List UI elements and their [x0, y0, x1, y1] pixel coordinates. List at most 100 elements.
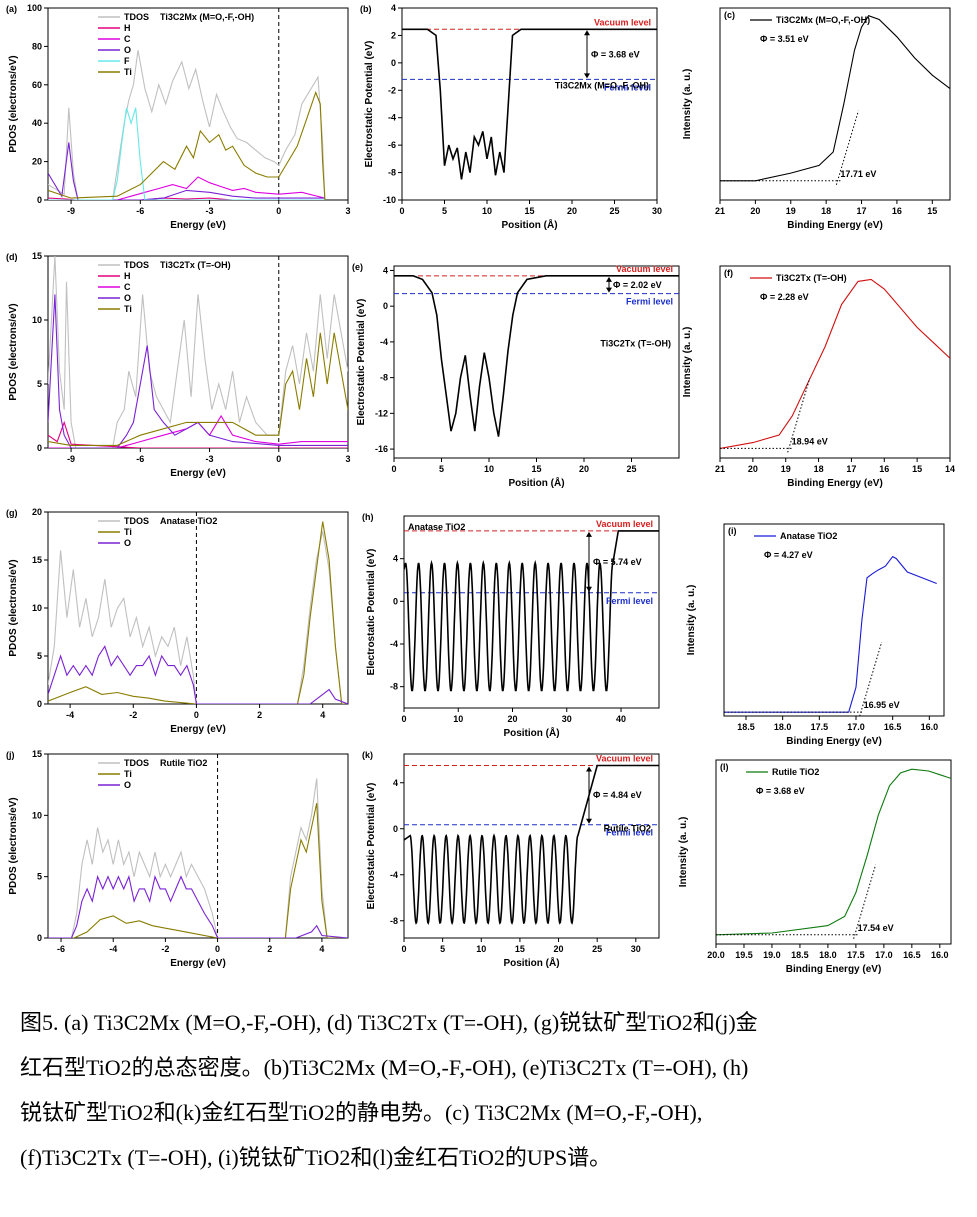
- potential-curve: [394, 275, 679, 437]
- chart-panel-g: (g) -4 -2 0 2 4 0 5 10 15 20 Energy (eV) PDOS (elect…: [4, 507, 354, 738]
- series-line-tdos: [48, 778, 348, 938]
- y-tick-label: 2: [391, 30, 396, 40]
- plot-area: [402, 28, 657, 180]
- arrow-head-up: [586, 531, 592, 537]
- y-axis-title: PDOS (electrons/eV): [8, 559, 19, 656]
- x-tick-label: 20: [750, 206, 760, 216]
- legend-label: O: [124, 538, 131, 548]
- y-tick-label: 100: [27, 3, 42, 13]
- chart-svg-d: (d) -9 -6 -3 0 3 0 5 10 15 Energy (eV) PDOS (electr…: [6, 251, 351, 479]
- x-tick-label: 0: [276, 454, 281, 464]
- y-tick-label: 0: [393, 824, 398, 834]
- x-tick-label: 10: [453, 714, 463, 724]
- x-tick-label: 15: [531, 464, 541, 474]
- legend: Ti3C2Tx (T=-OH): [750, 273, 847, 283]
- legend-label: TDOS: [124, 758, 149, 768]
- x-tick-label: -2: [161, 944, 169, 954]
- x-tick-label: 21: [715, 464, 725, 474]
- y-axis-title: Electrostatic Potential (eV): [356, 299, 367, 426]
- cutoff-label: 17.71 eV: [840, 169, 876, 179]
- y-tick-label: 0: [37, 195, 42, 205]
- material-label: Anatase TiO2: [160, 516, 217, 526]
- legend-label: Anatase TiO2: [780, 531, 837, 541]
- x-tick-label: 10: [484, 464, 494, 474]
- chart-svg-c: (c) 21 20 19 18 17 16 15 Binding Energy (eV) Inte…: [682, 7, 951, 231]
- plot-area: [724, 555, 937, 716]
- x-tick-label: 17.0: [847, 722, 865, 732]
- panel-label: (h): [362, 512, 374, 522]
- x-tick-label: 18.0: [774, 722, 792, 732]
- fermi-level-label: Fermi level: [604, 82, 651, 92]
- y-axis-title: Intensity (a. u.): [678, 817, 689, 888]
- x-tick-label: 17: [857, 206, 867, 216]
- x-tick-label: -6: [136, 454, 144, 464]
- x-tick-label: 16: [892, 206, 902, 216]
- plot-area: [394, 275, 679, 437]
- panel-label: (j): [6, 750, 15, 760]
- edge-tangent: [853, 864, 877, 939]
- arrow-head-up: [606, 276, 612, 282]
- plot-area: [48, 754, 348, 938]
- y-axis-title: Intensity (a. u.): [682, 327, 693, 398]
- x-axis-title: Binding Energy (eV): [786, 964, 882, 975]
- x-tick-label: 15: [912, 464, 922, 474]
- plot-frame: [403, 753, 660, 939]
- panel-label: (e): [352, 262, 363, 272]
- fermi-level-label: Fermi level: [606, 828, 653, 838]
- plot-area: [716, 768, 951, 939]
- y-tick-label: -8: [388, 168, 396, 178]
- cutoff-label: 16.95 eV: [864, 700, 900, 710]
- x-tick-label: 0: [276, 206, 281, 216]
- plot-frame: [715, 759, 952, 945]
- legend-label: O: [124, 45, 131, 55]
- panel-label: (a): [6, 4, 17, 14]
- x-tick-label: 0: [194, 710, 199, 720]
- y-tick-label: 5: [37, 651, 42, 661]
- legend-label: TDOS: [124, 260, 149, 270]
- x-tick-label: 15: [524, 206, 534, 216]
- chart-svg-g: (g) -4 -2 0 2 4 0 5 10 15 20 Energy (eV) PDOS (elect…: [6, 507, 349, 735]
- series-line-c: [48, 176, 326, 200]
- x-tick-label: 19: [781, 464, 791, 474]
- plot-frame: [47, 7, 349, 201]
- x-tick-label: 4: [320, 710, 325, 720]
- x-tick-label: 5: [440, 944, 445, 954]
- y-tick-label: -16: [375, 444, 388, 454]
- x-tick-label: -9: [67, 206, 75, 216]
- x-tick-label: 16: [879, 464, 889, 474]
- y-tick-label: 4: [391, 3, 396, 13]
- y-tick-label: 4: [393, 554, 398, 564]
- legend-label: O: [124, 780, 131, 790]
- y-axis-title: PDOS (electrons/eV): [8, 797, 19, 894]
- y-axis-title: Intensity (a. u.): [686, 585, 697, 656]
- series-line-o: [48, 874, 348, 938]
- x-tick-label: 30: [562, 714, 572, 724]
- work-function-label: Φ = 4.27 eV: [764, 550, 813, 560]
- panel-label: (d): [6, 252, 18, 262]
- series-line-o: [48, 645, 348, 704]
- x-tick-label: 0: [391, 464, 396, 474]
- series-line-ti: [48, 332, 348, 446]
- x-axis-title: Position (Å): [501, 218, 557, 231]
- material-label: Ti3C2Mx (M=O,-F,-OH): [160, 12, 254, 22]
- plot-area: [404, 530, 659, 692]
- legend-label: F: [124, 56, 130, 66]
- arrow-head-up: [584, 30, 590, 36]
- x-tick-label: 30: [631, 944, 641, 954]
- x-axis-title: Binding Energy (eV): [787, 478, 883, 489]
- work-function-label: Φ = 2.02 eV: [613, 280, 662, 290]
- vacuum-level-label: Vacuum level: [594, 17, 651, 27]
- legend-label: Ti: [124, 769, 132, 779]
- material-label: Anatase TiO2: [408, 522, 465, 532]
- y-axis-title: Electrostatic Potential (eV): [366, 549, 377, 676]
- y-tick-label: 4: [393, 778, 398, 788]
- y-tick-label: 20: [32, 157, 42, 167]
- panel-label: (b): [360, 4, 372, 14]
- chart-svg-h: (h) 0 10 20 30 40 -8 -4 0 4 Position (Å) Electrosta…: [362, 512, 660, 739]
- x-tick-label: 2: [257, 710, 262, 720]
- y-tick-label: 0: [37, 443, 42, 453]
- legend-label: TDOS: [124, 516, 149, 526]
- chart-panel-l: (l) 20.0 19.5 19.0 18.5 18.0 17.5 17.0 16.5 16.0 B…: [672, 756, 957, 978]
